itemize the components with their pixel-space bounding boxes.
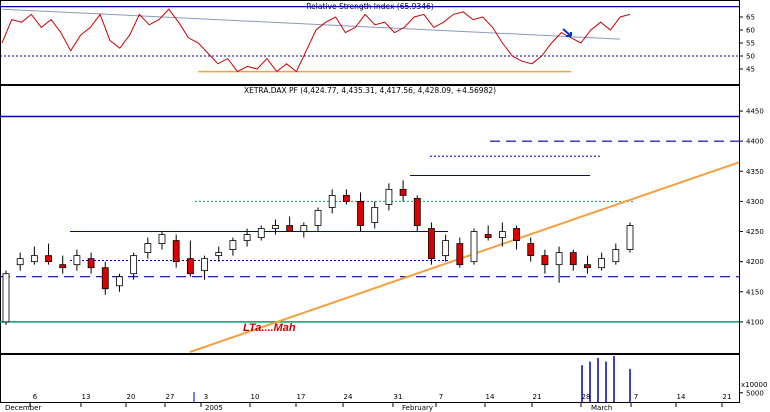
rsi-trendline — [1, 8, 621, 40]
date-label: 10 — [251, 393, 260, 401]
candle-body — [626, 225, 634, 251]
date-label: 28 — [582, 393, 591, 401]
candle-body — [598, 258, 606, 269]
candle-body — [385, 188, 393, 205]
date-label: 17 — [297, 393, 306, 401]
month-label: March — [591, 404, 612, 412]
candle-body — [186, 258, 194, 275]
candle-body — [2, 273, 10, 323]
candle-body — [513, 228, 520, 241]
candle-body — [342, 194, 350, 202]
candle-body — [584, 264, 591, 269]
rsi-tick-label: 45 — [746, 66, 755, 74]
candle-body — [16, 258, 24, 266]
candle-body — [612, 249, 620, 263]
candle-body — [45, 255, 52, 263]
candle-body — [484, 234, 492, 238]
month-label: 2005 — [205, 404, 223, 412]
price-tick-label: 4200 — [746, 258, 764, 266]
date-label: 7 — [439, 393, 443, 401]
candle-body — [413, 197, 421, 226]
candle-body — [442, 240, 450, 257]
price-tick-label: 4250 — [746, 228, 764, 236]
date-label: 3 — [204, 393, 208, 401]
rsi-arrow-icon — [562, 28, 572, 37]
candle-body — [314, 210, 322, 226]
price-tick-label: 4300 — [746, 198, 764, 206]
candle-body — [399, 188, 407, 196]
candle-body — [144, 243, 152, 254]
candle-body — [201, 258, 208, 272]
date-label: 6 — [33, 393, 38, 401]
candle-body — [59, 264, 67, 269]
annotation-label: LTa....Mah — [243, 322, 296, 334]
candle-body — [172, 240, 180, 263]
candle-body — [130, 255, 138, 275]
candle-body — [286, 225, 294, 232]
candle-body — [527, 243, 535, 257]
candle-body — [470, 231, 478, 263]
date-label: 14 — [486, 393, 495, 401]
date-label: 14 — [677, 393, 686, 401]
month-label: February — [402, 404, 433, 412]
candle-body — [357, 201, 364, 226]
rsi-tick-label: 60 — [746, 27, 755, 35]
candle-body — [541, 255, 549, 266]
price-panel — [0, 85, 740, 354]
candle-body — [272, 225, 279, 229]
candle-body — [229, 240, 237, 251]
candle-body — [498, 231, 506, 238]
date-label: 24 — [344, 393, 353, 401]
candle-body — [243, 234, 251, 241]
candle-body — [30, 255, 38, 263]
price-tick-label: 4450 — [746, 108, 764, 116]
candle-body — [116, 276, 123, 287]
volume-panel — [0, 354, 740, 403]
price-tick-label: 4400 — [746, 138, 764, 146]
rsi-tick-label: 65 — [746, 14, 755, 22]
price-tick-label: 4350 — [746, 168, 764, 176]
volume-unit-label: x10000 — [741, 381, 767, 389]
date-label: 21 — [723, 393, 732, 401]
uptrend-line — [189, 161, 740, 353]
price-tick-label: 4100 — [746, 318, 764, 326]
date-label: 20 — [127, 393, 136, 401]
candle-body — [300, 225, 308, 232]
price-tick-label: 4150 — [746, 288, 764, 296]
date-label: 7 — [634, 393, 638, 401]
month-label: December — [5, 404, 41, 412]
candle-body — [257, 228, 265, 238]
candle-body — [215, 252, 223, 257]
date-label: 13 — [82, 393, 91, 401]
rsi-tick-label: 50 — [746, 53, 755, 61]
candle-body — [428, 228, 435, 260]
rsi-line — [1, 8, 631, 73]
candle-body — [371, 207, 379, 223]
candle-body — [328, 194, 336, 208]
price-title: XETRA.DAX PF (4,424.77, 4,435.31, 4,417.… — [244, 86, 496, 95]
date-label: 21 — [533, 393, 542, 401]
candle-body — [101, 267, 109, 290]
candle-body — [456, 243, 464, 266]
volume-tick-label: 5000 — [746, 389, 764, 397]
date-label: 31 — [394, 393, 403, 401]
candle-body — [569, 252, 577, 266]
candle-body — [555, 252, 563, 266]
candle-body — [73, 255, 81, 266]
candle-body — [158, 234, 166, 244]
candle-body — [87, 258, 95, 269]
rsi-tick-label: 55 — [746, 40, 755, 48]
date-label: 27 — [166, 393, 175, 401]
